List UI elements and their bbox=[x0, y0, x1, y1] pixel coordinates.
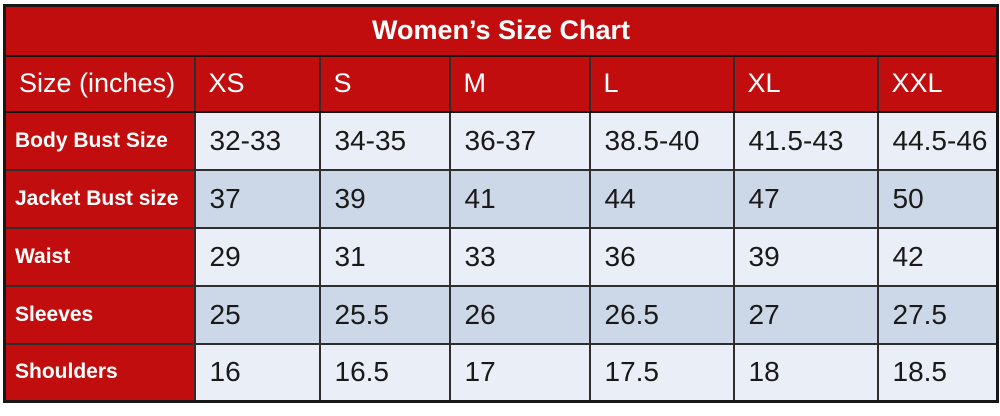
table-row-shoulders: Shoulders 16 16.5 17 17.5 18 18.5 bbox=[3, 342, 999, 403]
size-value-cell: 37 bbox=[193, 168, 321, 229]
size-value-cell: 25.5 bbox=[318, 284, 451, 345]
row-label-cell: Body Bust Size bbox=[3, 110, 196, 171]
row-label-cell: Shoulders bbox=[3, 342, 196, 403]
size-value-cell: 47 bbox=[732, 168, 879, 229]
size-value-cell: 17 bbox=[448, 342, 591, 403]
size-value-cell: 27.5 bbox=[876, 284, 999, 345]
size-value-cell: 18 bbox=[732, 342, 879, 403]
size-value-cell: 16 bbox=[193, 342, 321, 403]
size-value-cell: 16.5 bbox=[318, 342, 451, 403]
size-value-cell: 41.5-43 bbox=[732, 110, 879, 171]
size-column-header-xl: XL bbox=[732, 54, 879, 113]
size-value-cell: 38.5-40 bbox=[588, 110, 735, 171]
size-value-cell: 33 bbox=[448, 226, 591, 287]
header-row: Size (inches) XS S M L XL XXL bbox=[3, 54, 999, 113]
header-label-cell: Size (inches) bbox=[3, 54, 196, 113]
size-value-cell: 39 bbox=[318, 168, 451, 229]
size-value-cell: 36-37 bbox=[448, 110, 591, 171]
chart-title-row: Women’s Size Chart bbox=[3, 4, 999, 57]
table-row-jacket-bust: Jacket Bust size 37 39 41 44 47 50 bbox=[3, 168, 999, 229]
size-value-cell: 29 bbox=[193, 226, 321, 287]
size-value-cell: 41 bbox=[448, 168, 591, 229]
table-row-sleeves: Sleeves 25 25.5 26 26.5 27 27.5 bbox=[3, 284, 999, 345]
size-value-cell: 44.5-46 bbox=[876, 110, 999, 171]
table-row-waist: Waist 29 31 33 36 39 42 bbox=[3, 226, 999, 287]
size-value-cell: 34-35 bbox=[318, 110, 451, 171]
size-value-cell: 25 bbox=[193, 284, 321, 345]
size-value-cell: 36 bbox=[588, 226, 735, 287]
size-value-cell: 39 bbox=[732, 226, 879, 287]
size-column-header-l: L bbox=[588, 54, 735, 113]
size-value-cell: 18.5 bbox=[876, 342, 999, 403]
size-value-cell: 32-33 bbox=[193, 110, 321, 171]
row-label-cell: Sleeves bbox=[3, 284, 196, 345]
size-value-cell: 26.5 bbox=[588, 284, 735, 345]
size-value-cell: 26 bbox=[448, 284, 591, 345]
size-column-header-xxl: XXL bbox=[876, 54, 999, 113]
size-value-cell: 50 bbox=[876, 168, 999, 229]
size-value-cell: 31 bbox=[318, 226, 451, 287]
size-value-cell: 44 bbox=[588, 168, 735, 229]
size-chart-table: Women’s Size Chart Size (inches) XS S M … bbox=[3, 4, 1000, 403]
size-column-header-xs: XS bbox=[193, 54, 321, 113]
row-label-cell: Waist bbox=[3, 226, 196, 287]
chart-title: Women’s Size Chart bbox=[3, 4, 999, 57]
size-column-header-s: S bbox=[318, 54, 451, 113]
table-row-body-bust: Body Bust Size 32-33 34-35 36-37 38.5-40… bbox=[3, 110, 999, 171]
size-value-cell: 27 bbox=[732, 284, 879, 345]
size-value-cell: 17.5 bbox=[588, 342, 735, 403]
size-column-header-m: M bbox=[448, 54, 591, 113]
size-value-cell: 42 bbox=[876, 226, 999, 287]
row-label-cell: Jacket Bust size bbox=[3, 168, 196, 229]
